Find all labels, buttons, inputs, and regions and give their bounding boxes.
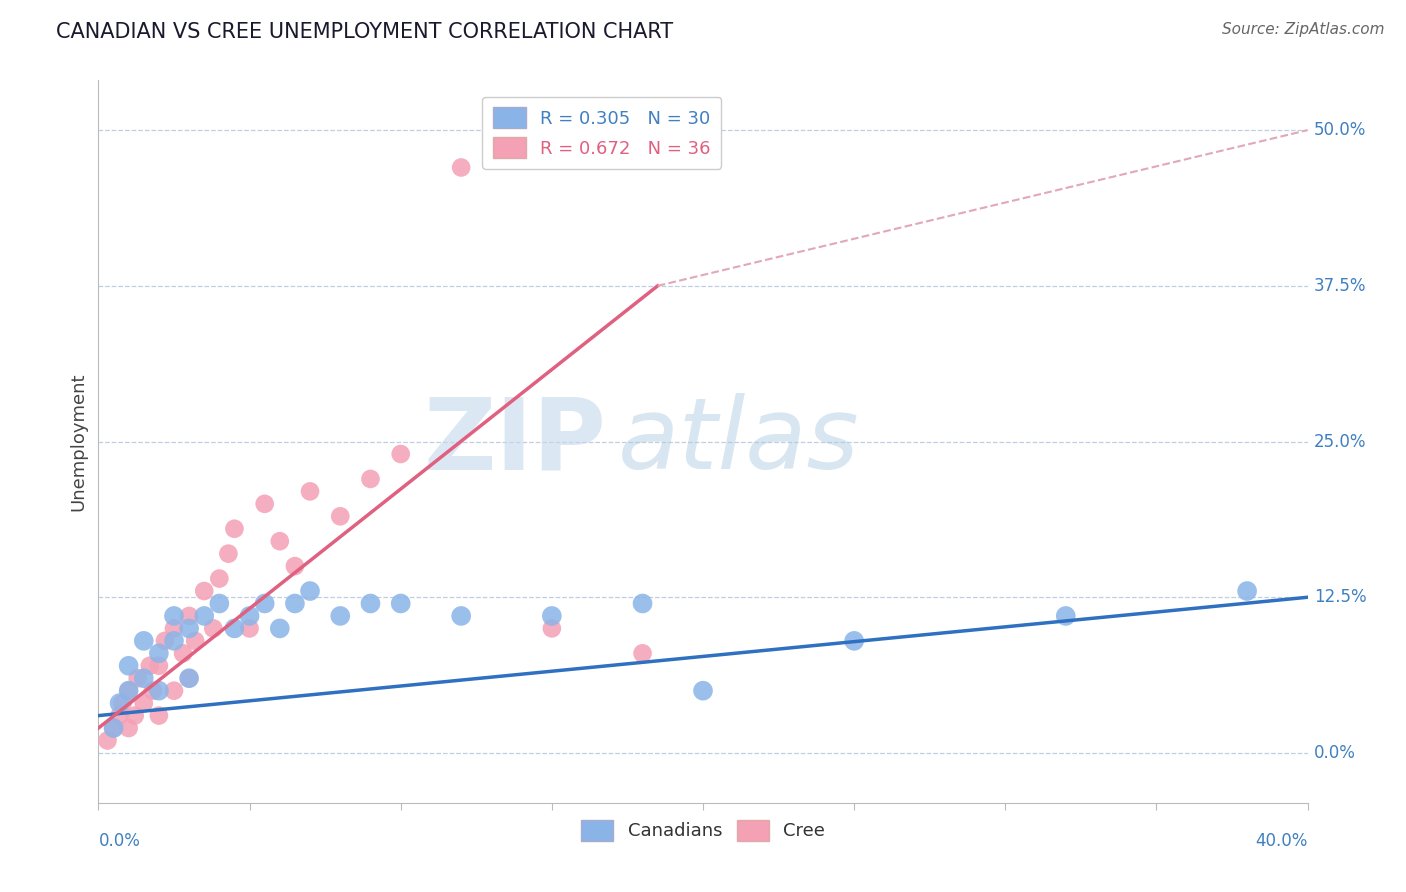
Point <box>202 621 225 635</box>
Text: 37.5%: 37.5% <box>1313 277 1367 295</box>
Point <box>179 671 201 685</box>
Point <box>153 633 176 648</box>
Point <box>96 733 118 747</box>
Text: 0.0%: 0.0% <box>1313 744 1355 762</box>
Point <box>148 646 170 660</box>
Point <box>1054 609 1077 624</box>
Point <box>179 621 201 635</box>
Point <box>692 683 714 698</box>
Point <box>389 597 412 611</box>
Point <box>127 671 149 685</box>
Point <box>299 584 322 599</box>
Point <box>329 509 352 524</box>
Point <box>299 484 322 499</box>
Point <box>118 683 141 698</box>
Point <box>193 584 215 599</box>
Point <box>389 447 412 461</box>
Point <box>217 547 239 561</box>
Point <box>253 497 276 511</box>
Y-axis label: Unemployment: Unemployment <box>69 372 87 511</box>
Point <box>631 597 654 611</box>
Point <box>224 621 246 635</box>
Point <box>163 633 186 648</box>
Point <box>269 621 291 635</box>
Point <box>1236 584 1258 599</box>
Point <box>179 671 201 685</box>
Point <box>118 658 141 673</box>
Point <box>172 646 194 660</box>
Point <box>208 597 231 611</box>
Point <box>269 534 291 549</box>
Text: 50.0%: 50.0% <box>1313 121 1367 139</box>
Point <box>108 696 131 710</box>
Point <box>103 721 125 735</box>
Text: 25.0%: 25.0% <box>1313 433 1367 450</box>
Point <box>118 721 141 735</box>
Text: Source: ZipAtlas.com: Source: ZipAtlas.com <box>1222 22 1385 37</box>
Point <box>208 572 231 586</box>
Point <box>239 609 262 624</box>
Text: 0.0%: 0.0% <box>98 832 141 850</box>
Point <box>179 609 201 624</box>
Text: CANADIAN VS CREE UNEMPLOYMENT CORRELATION CHART: CANADIAN VS CREE UNEMPLOYMENT CORRELATIO… <box>56 22 673 42</box>
Point <box>124 708 146 723</box>
Point <box>139 658 162 673</box>
Point <box>224 522 246 536</box>
Point <box>184 633 207 648</box>
Point <box>132 696 155 710</box>
Point <box>360 472 382 486</box>
Point <box>450 161 472 175</box>
Point <box>148 683 170 698</box>
Point <box>148 708 170 723</box>
Point <box>103 721 125 735</box>
Point <box>163 621 186 635</box>
Text: ZIP: ZIP <box>423 393 606 490</box>
Point <box>844 633 866 648</box>
Point <box>108 708 131 723</box>
Point <box>239 621 262 635</box>
Point <box>631 646 654 660</box>
Point <box>118 683 141 698</box>
Point <box>360 597 382 611</box>
Point <box>253 597 276 611</box>
Point <box>142 683 165 698</box>
Point <box>450 609 472 624</box>
Point <box>163 683 186 698</box>
Point <box>132 633 155 648</box>
Point <box>329 609 352 624</box>
Point <box>163 609 186 624</box>
Legend: Canadians, Cree: Canadians, Cree <box>574 813 832 848</box>
Text: atlas: atlas <box>619 393 860 490</box>
Point <box>540 609 562 624</box>
Text: 40.0%: 40.0% <box>1256 832 1308 850</box>
Point <box>193 609 215 624</box>
Point <box>111 696 134 710</box>
Point <box>148 658 170 673</box>
Point <box>132 671 155 685</box>
Text: 12.5%: 12.5% <box>1313 588 1367 607</box>
Point <box>284 597 307 611</box>
Point <box>540 621 562 635</box>
Point <box>284 559 307 574</box>
